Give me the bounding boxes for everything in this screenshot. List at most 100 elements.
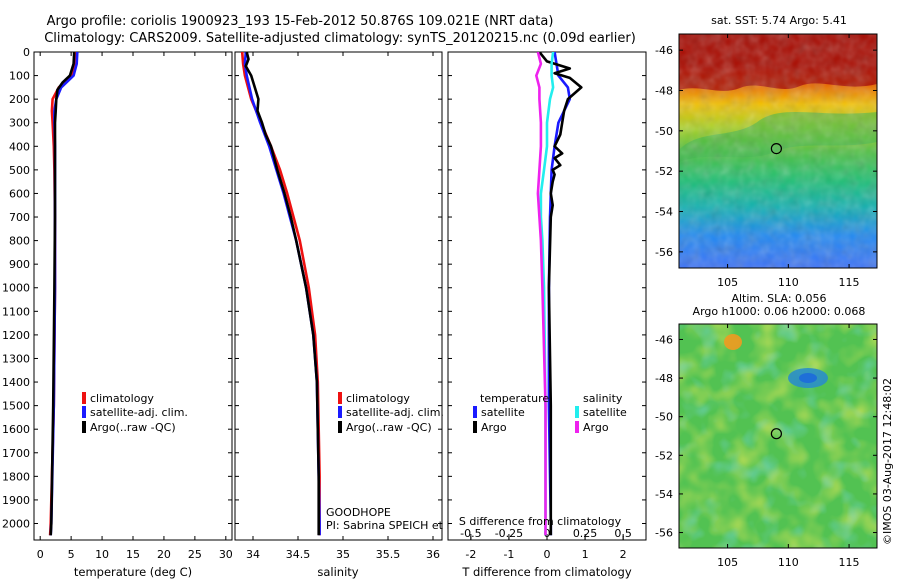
x-tick-label: 5: [68, 548, 75, 561]
salinity-x-axis: 34 34.5 35 35.5 36: [246, 52, 440, 561]
x-tick-label: 15: [126, 548, 140, 561]
x-tick-label: 1: [582, 548, 589, 561]
x-tick-label: -2: [465, 548, 476, 561]
temperature-legend: climatology satellite-adj. clim. Argo(..…: [82, 392, 188, 434]
argo-location-marker: [770, 428, 783, 440]
salinity-depth-ticks: [235, 51, 442, 524]
depth-tick-label: 100: [9, 70, 30, 83]
legend-t-argo-label: Argo: [481, 421, 507, 434]
sst-map-axes: 105 110 115 -46 -48 -50 -52 -54 -56: [655, 34, 877, 289]
profile-line-argo: [244, 52, 321, 536]
sla-low-eddy-core: [799, 373, 817, 383]
salinity-x-label: salinity: [317, 565, 358, 579]
figure-title-line1: Argo profile: coriolis 1900923_193 15-Fe…: [47, 14, 554, 29]
temperature-profiles: [48, 52, 79, 536]
legend-argo-label: Argo(..raw -QC): [90, 421, 176, 434]
map-y-tick-label: -50: [655, 411, 673, 424]
sst-map-title: sat. SST: 5.74 Argo: 5.41: [711, 14, 847, 27]
profile-line-s-argo: [534, 52, 547, 536]
depth-tick-label: 1000: [2, 282, 30, 295]
legend-argo-label: Argo(..raw -QC): [346, 421, 432, 434]
depth-tick-label: 800: [9, 235, 30, 248]
x-tick-label: 0: [544, 548, 551, 561]
depth-tick-label: 1600: [2, 423, 30, 436]
temperature-axes-frame: [33, 51, 233, 541]
map-y-tick-label: -54: [655, 206, 673, 219]
s-diff-tick-label: 0.5: [614, 527, 632, 540]
map-y-tick-label: -48: [655, 372, 673, 385]
map-y-tick-label: -54: [655, 488, 673, 501]
copyright-label: ©IMOS 03-Aug-2017 12:48:02: [881, 378, 894, 545]
map-y-tick-label: -52: [655, 165, 673, 178]
legend-temperature-header: temperature: [480, 392, 549, 405]
depth-tick-label: 1100: [2, 305, 30, 318]
map-x-tick-label: 105: [717, 276, 738, 289]
difference-depth-ticks: [448, 51, 646, 524]
sst-noise-texture: [679, 34, 877, 268]
legend-salinity-header: salinity: [583, 392, 623, 405]
map-x-tick-label: 115: [839, 556, 860, 569]
depth-axis: 0 100 200 300 400 500 600 700 800 900 1000 1100 1200…: [2, 46, 232, 530]
depth-tick-label: 700: [9, 211, 30, 224]
map-y-tick-label: -50: [655, 125, 673, 138]
depth-tick-label: 2000: [2, 517, 30, 530]
figure-title-line2: Climatology: CARS2009. Satellite-adjuste…: [44, 31, 636, 46]
profile-line-t-satellite: [547, 52, 572, 536]
map-x-tick-label: 105: [717, 556, 738, 569]
map-y-tick-label: -56: [655, 527, 673, 540]
depth-tick-label: 400: [9, 140, 30, 153]
legend-climatology-swatch: [82, 392, 86, 404]
legend-climatology-swatch: [338, 392, 342, 404]
difference-top-label: S difference from climatology: [459, 515, 622, 528]
x-tick-label: 34.5: [286, 548, 311, 561]
s-diff-tick-label: -0.5: [460, 527, 481, 540]
difference-panel: -2 -1 0 1 2 -0.5 -0.25 0 0.25 0.5 T difference f…: [447, 51, 647, 579]
difference-x-label: T difference from climatology: [461, 565, 632, 579]
legend-satellite-label: satellite-adj. clim.: [90, 406, 188, 419]
map-y-tick-label: -46: [655, 44, 673, 57]
sla-map-title-line2: Argo h1000: 0.06 h2000: 0.068: [693, 305, 866, 318]
x-tick-label: 30: [219, 548, 233, 561]
x-tick-label: 25: [188, 548, 202, 561]
map-x-tick-label: 110: [778, 276, 799, 289]
depth-tick-label: 1800: [2, 470, 30, 483]
depth-tick-label: 500: [9, 164, 30, 177]
map-x-tick-label: 110: [778, 556, 799, 569]
legend-t-argo-swatch: [473, 421, 477, 433]
depth-tick-label: 1300: [2, 352, 30, 365]
x-tick-label: -1: [503, 548, 514, 561]
salinity-panel: 34 34.5 35 35.5 36 salinity climatology sate…: [234, 51, 525, 579]
s-diff-tick-label: 0: [544, 527, 551, 540]
sst-map-frame: [678, 33, 878, 269]
depth-tick-label: 1900: [2, 494, 30, 507]
salinity-axes-frame: [234, 51, 443, 541]
depth-tick-label: 1500: [2, 400, 30, 413]
map-y-tick-label: -46: [655, 333, 673, 346]
legend-s-satellite-swatch: [575, 406, 579, 418]
x-tick-label: 10: [95, 548, 109, 561]
x-tick-label: 0: [37, 548, 44, 561]
sla-map-frame: [678, 323, 878, 549]
s-diff-tick-label: -0.25: [495, 527, 523, 540]
depth-tick-label: 0: [23, 46, 30, 59]
x-tick-label: 34: [246, 548, 260, 561]
depth-tick-label: 300: [9, 117, 30, 130]
salinity-difference-axis: -0.5 -0.25 0 0.25 0.5: [460, 527, 632, 540]
legend-climatology-label: climatology: [90, 392, 154, 405]
depth-tick-label: 1700: [2, 447, 30, 460]
difference-profiles: [534, 52, 583, 536]
legend-argo-swatch: [82, 421, 86, 433]
sla-map: Altim. SLA: 0.056 Argo h1000: 0.06 h2000…: [655, 292, 878, 569]
x-tick-label: 20: [157, 548, 171, 561]
legend-t-satellite-label: satellite: [481, 406, 525, 419]
sla-map-axes: 105 110 115 -46 -48 -50 -52 -54 -56: [655, 324, 877, 569]
map-x-tick-label: 115: [839, 276, 860, 289]
legend-s-satellite-label: satellite: [583, 406, 627, 419]
difference-legend: temperature satellite Argo salinity sate…: [473, 392, 627, 434]
legend-climatology-label: climatology: [346, 392, 410, 405]
argo-location-marker: [770, 143, 783, 155]
x-tick-label: 35: [336, 548, 350, 561]
map-y-tick-label: -48: [655, 84, 673, 97]
